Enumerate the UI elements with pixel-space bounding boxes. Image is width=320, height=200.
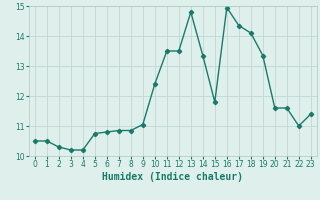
- X-axis label: Humidex (Indice chaleur): Humidex (Indice chaleur): [102, 172, 243, 182]
